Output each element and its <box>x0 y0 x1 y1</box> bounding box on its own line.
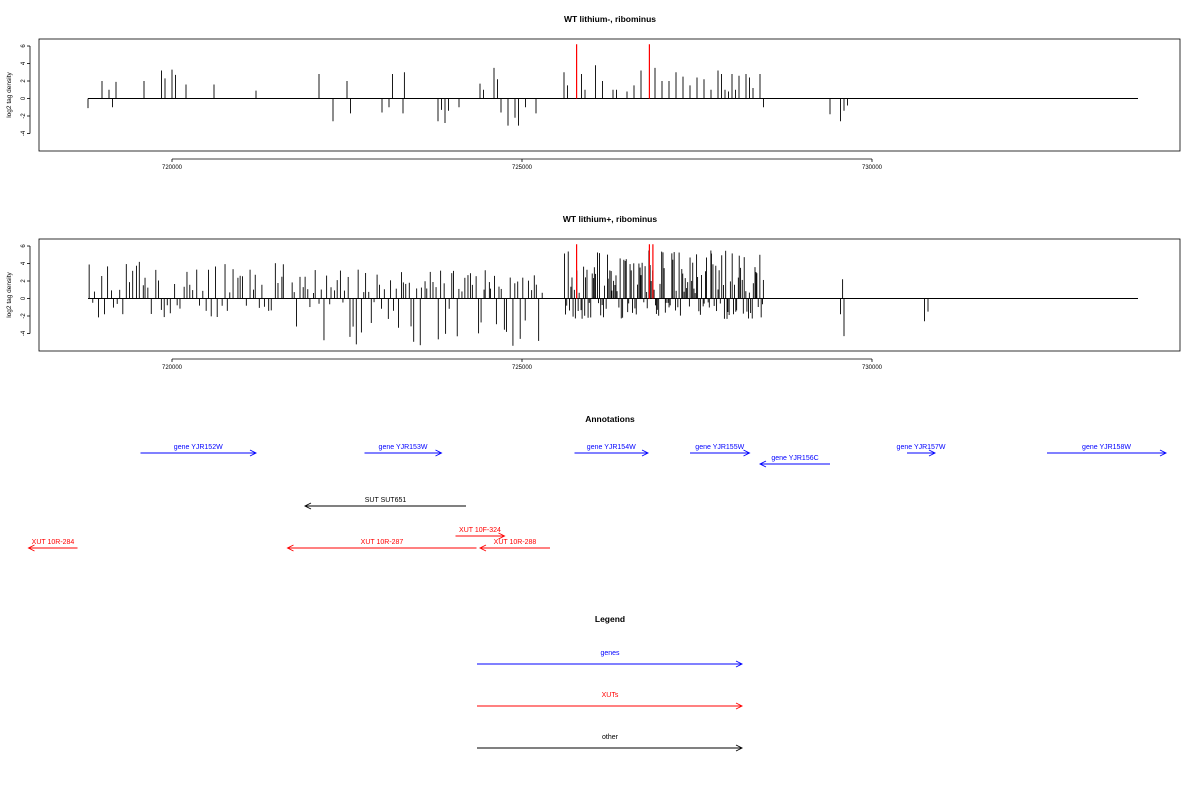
y-tick-label: 6 <box>21 44 27 48</box>
annotation-feature: gene YJR156C <box>758 455 830 468</box>
y-tick-label: 2 <box>21 79 27 83</box>
feature-arrow-arrowhead <box>303 502 312 510</box>
legend-label: XUTs <box>602 692 619 699</box>
bars-lithium-plus <box>88 244 1138 346</box>
feature-label: gene YJR154W <box>587 444 636 451</box>
axes-lithium-minus: -4 -2 0 2 4 6 720000 725000 730000 <box>21 44 883 171</box>
x-tick-label: 725000 <box>512 165 533 171</box>
feature-label: gene YJR152W <box>174 444 223 451</box>
annotation-feature: gene YJR153W <box>364 444 443 457</box>
feature-arrow-arrowhead <box>249 449 258 457</box>
legend-arrow-arrowhead <box>735 702 744 710</box>
legend-arrow-arrowhead <box>735 660 744 668</box>
annotation-feature: XUT 10R-288 <box>478 539 550 552</box>
legend-item: other <box>477 734 744 752</box>
feature-label: gene YJR156C <box>771 455 818 462</box>
x-tick-label: 730000 <box>862 165 883 171</box>
legend-label: genes <box>600 650 620 657</box>
feature-arrow-arrowhead <box>286 544 294 552</box>
feature-arrow-arrowhead <box>743 449 751 457</box>
feature-label: SUT SUT651 <box>365 497 407 504</box>
annotations-track: Annotations gene YJR152W gene YJR153W gene… <box>27 414 1168 552</box>
y-tick-label: 4 <box>21 61 27 65</box>
feature-arrow-arrowhead <box>928 449 937 457</box>
annotation-feature: gene YJR155W <box>690 444 751 457</box>
legend-item: XUTs <box>477 692 744 710</box>
feature-arrow-arrowhead <box>478 544 487 552</box>
plot-frame-lithium-plus <box>38 238 1181 352</box>
feature-arrow-arrowhead <box>641 449 650 457</box>
annotation-features: gene YJR152W gene YJR153W gene YJR154W gene… <box>27 444 1168 552</box>
y-tick-label: 0 <box>21 296 27 300</box>
annotation-feature: gene YJR157W <box>897 444 946 457</box>
feature-label: gene YJR155W <box>695 444 744 451</box>
y-tick-label: 4 <box>21 261 27 265</box>
x-tick-label: 720000 <box>162 165 183 171</box>
legend-title: Legend <box>595 614 625 624</box>
feature-arrow-arrowhead <box>758 460 767 468</box>
feature-arrow-arrowhead <box>27 544 35 552</box>
feature-label: XUT 10F-324 <box>459 527 501 534</box>
feature-label: gene YJR153W <box>379 444 428 451</box>
feature-label: gene YJR157W <box>897 444 946 451</box>
legend-arrow-arrowhead <box>735 744 744 752</box>
y-tick-label: 6 <box>21 244 27 248</box>
feature-label: XUT 10R-288 <box>494 539 537 546</box>
annotation-feature: gene YJR152W <box>140 444 258 457</box>
feature-arrow-arrowhead <box>435 449 443 457</box>
y-tick-label: -4 <box>21 330 27 336</box>
x-tick-label: 730000 <box>862 365 883 371</box>
bars-lithium-minus <box>87 44 1138 126</box>
y-tick-label: -2 <box>21 313 27 319</box>
annotation-feature: XUT 10F-324 <box>455 527 506 540</box>
annotation-feature: gene YJR154W <box>574 444 650 457</box>
annotation-feature: XUT 10R-284 <box>27 539 78 552</box>
y-tick-label: -2 <box>21 113 27 119</box>
annotation-feature: XUT 10R-287 <box>286 539 477 552</box>
legend-label: other <box>602 734 619 741</box>
legend: Legend genes XUTs other <box>477 614 744 752</box>
annotation-feature: gene YJR158W <box>1047 444 1168 457</box>
feature-label: XUT 10R-287 <box>361 539 404 546</box>
track-title-lithium-minus: WT lithium-, ribominus <box>564 14 656 24</box>
plot-frame-lithium-minus <box>38 38 1181 152</box>
track-title-lithium-plus: WT lithium+, ribominus <box>563 214 657 224</box>
feature-label: XUT 10R-284 <box>32 539 75 546</box>
x-tick-label: 725000 <box>512 365 533 371</box>
axes-lithium-plus: -4 -2 0 2 4 6 720000 725000 730000 <box>21 244 883 371</box>
legend-items: genes XUTs other <box>477 650 744 752</box>
y-tick-label: 0 <box>21 96 27 100</box>
feature-arrow-arrowhead <box>498 532 506 540</box>
feature-label: gene YJR158W <box>1082 444 1131 451</box>
track-panel-lithium-plus: WT lithium+, ribominus log2 tag density … <box>6 214 1181 371</box>
annotations-title: Annotations <box>585 414 635 424</box>
y-tick-label: 2 <box>21 279 27 283</box>
feature-arrow-arrowhead <box>1159 449 1168 457</box>
y-axis-label-lithium-minus: log2 tag density <box>6 71 13 117</box>
y-axis-label-lithium-plus: log2 tag density <box>6 271 13 317</box>
y-tick-label: -4 <box>21 130 27 136</box>
legend-item: genes <box>477 650 744 668</box>
annotation-feature: SUT SUT651 <box>303 497 466 510</box>
x-tick-label: 720000 <box>162 365 183 371</box>
track-panel-lithium-minus: WT lithium-, ribominus log2 tag density … <box>6 14 1181 171</box>
